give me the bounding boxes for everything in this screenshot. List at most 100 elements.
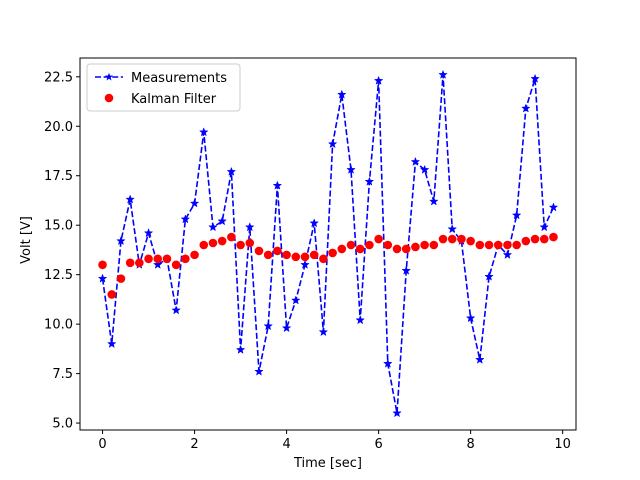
kalman-point: [355, 244, 365, 254]
kalman-point: [263, 250, 273, 260]
measurement-point: [355, 315, 365, 325]
measurement-point: [327, 139, 338, 149]
measurement-point: [383, 358, 393, 368]
kalman-point: [401, 244, 411, 254]
kalman-point: [337, 244, 347, 254]
measurement-point: [392, 408, 402, 418]
measurement-point: [116, 236, 126, 246]
kalman-point: [227, 232, 236, 242]
kalman-point: [475, 240, 485, 250]
legend: Measurements Kalman Filter: [86, 63, 241, 112]
measurement-point: [180, 214, 191, 224]
kalman-point: [181, 254, 190, 264]
kalman-point: [245, 238, 255, 248]
measurement-point: [189, 198, 200, 208]
measurement-point: [226, 166, 237, 176]
kalman-point: [291, 252, 301, 262]
measurement-point: [143, 228, 154, 238]
measurement-point: [217, 216, 227, 226]
kalman-point: [365, 240, 374, 250]
kalman-point: [319, 254, 328, 264]
measurement-point: [291, 295, 301, 305]
kalman-point: [236, 240, 245, 250]
measurement-point: [281, 323, 292, 333]
measurement-point: [410, 156, 421, 166]
measurement-point: [318, 327, 329, 337]
measurement-point: [272, 180, 283, 190]
kalman-point: [457, 234, 466, 244]
axes-frame: [79, 57, 577, 431]
measurement-point: [125, 194, 135, 204]
measurement-point: [548, 202, 559, 212]
y-tick-label: 10.0: [44, 318, 73, 333]
kalman-point: [107, 290, 117, 299]
kalman-point: [466, 236, 475, 246]
kalman-point: [217, 236, 227, 246]
kalman-point: [254, 246, 264, 256]
x-tick-label: 8: [466, 437, 474, 452]
y-tick-label: 12.5: [44, 268, 73, 283]
y-tick-label: 22.5: [44, 70, 73, 85]
kalman-point: [199, 240, 209, 250]
kalman-point: [493, 240, 503, 250]
measurement-point: [484, 271, 494, 281]
kalman-point: [447, 234, 457, 244]
kalman-point: [484, 240, 494, 250]
kalman-point: [539, 234, 549, 244]
measurement-point: [346, 164, 356, 174]
kalman-point: [125, 258, 135, 268]
measurement-point: [511, 210, 522, 220]
y-tick-label: 17.5: [44, 169, 73, 184]
x-axis-label: Time [sec]: [293, 456, 362, 471]
kalman-point: [190, 250, 199, 260]
kalman-point: [282, 250, 291, 260]
y-tick-label: 15.0: [44, 219, 73, 234]
x-tick-label: 4: [282, 437, 290, 452]
y-tick-label: 7.5: [52, 367, 73, 382]
legend-box: [86, 63, 241, 112]
measurement-point: [539, 222, 550, 232]
measurement-point: [106, 338, 117, 348]
kalman-point: [328, 248, 337, 258]
kalman-point: [162, 254, 172, 264]
kalman-point: [429, 240, 439, 250]
y-tick-label: 20.0: [44, 120, 73, 135]
kalman-point: [144, 254, 153, 264]
axes: 0 2 4 6 8 10 5.0 7.5 10.0 12.5 15.0 17.5 20.0 22.5: [44, 57, 577, 452]
measurement-point: [198, 127, 209, 137]
plot-area: [97, 69, 559, 418]
measurement-point: [208, 222, 218, 232]
measurement-point: [152, 259, 163, 269]
kalman-point: [503, 240, 512, 250]
kalman-point: [135, 258, 144, 268]
kalman-point: [438, 234, 448, 244]
x-tick-label: 2: [190, 437, 198, 452]
kalman-point: [549, 232, 558, 242]
y-axis-label: Volt [V]: [19, 216, 34, 264]
kalman-point: [171, 260, 181, 270]
measurement-point: [502, 249, 513, 259]
kalman-point: [374, 234, 383, 244]
kalman-point: [383, 240, 393, 250]
measurement-point: [438, 69, 448, 79]
x-tick-label: 0: [98, 437, 106, 452]
measurement-point: [419, 164, 430, 174]
legend-measurements-label: Measurements: [131, 71, 227, 86]
legend-kalman-label: Kalman Filter: [131, 92, 217, 107]
measurement-point: [364, 176, 375, 186]
measurement-point: [530, 73, 540, 83]
measurement-point: [263, 321, 273, 331]
measurement-point: [429, 196, 439, 206]
legend-measurements-marker: [104, 72, 114, 81]
measurement-point: [309, 218, 319, 228]
x-tick-label: 10: [554, 437, 571, 452]
measurements-line: [101, 74, 555, 414]
kalman-point: [411, 242, 420, 252]
kalman-point: [208, 238, 218, 248]
kalman-point: [153, 254, 163, 264]
kalman-point: [309, 250, 319, 260]
measurement-point: [521, 103, 531, 113]
measurement-point: [300, 259, 310, 269]
measurement-point: [465, 313, 476, 323]
